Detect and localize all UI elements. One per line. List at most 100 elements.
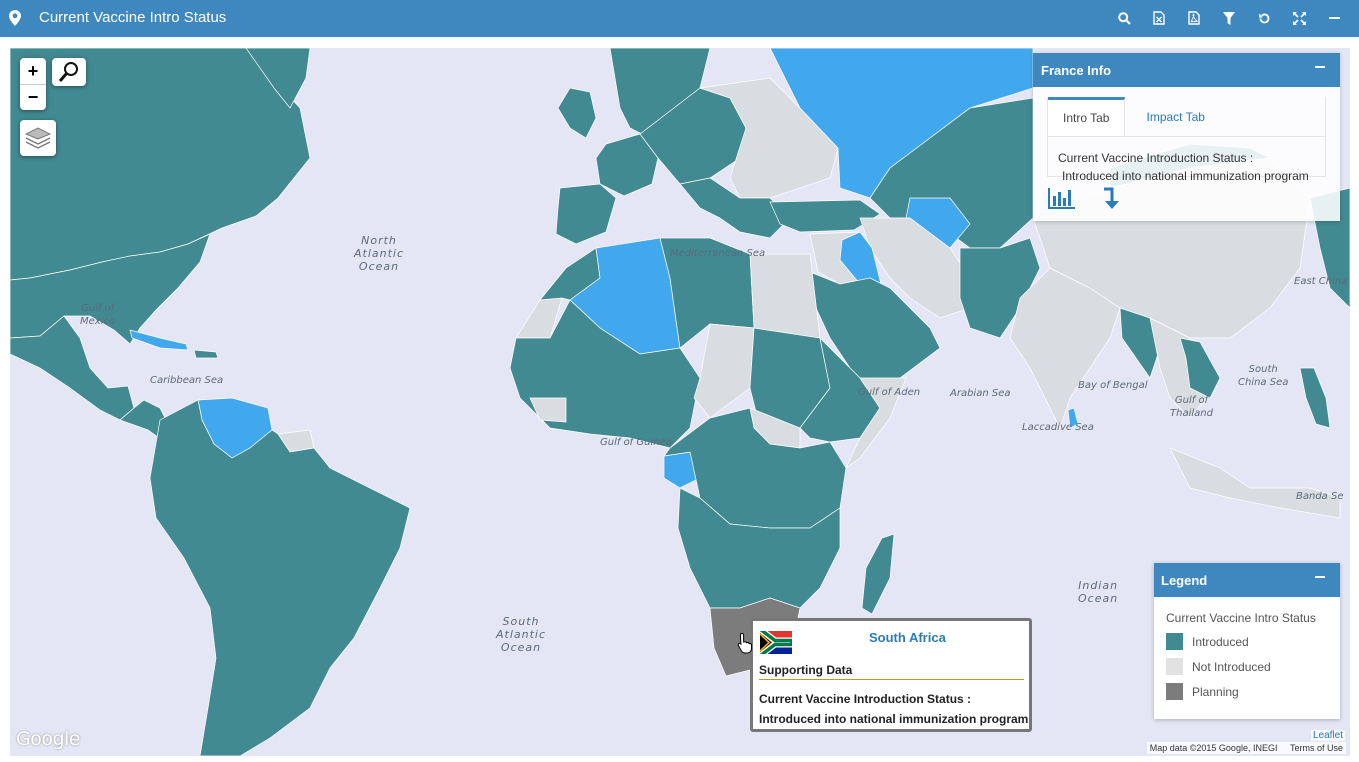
reset-icon	[1258, 13, 1269, 23]
country-greenland[interactable]	[245, 48, 311, 109]
tab-content: Current Vaccine Introduction Status : In…	[1048, 137, 1325, 185]
country-iran[interactable]	[859, 217, 971, 319]
country-sri-lanka[interactable]	[1067, 407, 1079, 429]
country-iberia[interactable]	[555, 183, 617, 245]
sea-label-gulf-aden: Gulf of Aden	[858, 387, 921, 398]
country-central-africa[interactable]	[663, 407, 847, 529]
fullscreen-button[interactable]	[1290, 8, 1308, 28]
country-egypt[interactable]	[749, 253, 821, 339]
country-italy-balkans[interactable]	[679, 177, 791, 239]
layers-icon	[25, 127, 51, 149]
map-pin-icon	[9, 10, 21, 26]
sea-label-bengal: Bay of Bengal	[1078, 380, 1148, 391]
legend-panel: Legend Current Vaccine Intro Status Intr…	[1154, 563, 1340, 719]
info-panel-actions	[1047, 186, 1131, 210]
excel-export-button[interactable]	[1150, 8, 1168, 28]
search-button[interactable]	[1115, 8, 1133, 28]
legend-collapse-button[interactable]	[1314, 569, 1328, 583]
map-attribution: Map data ©2015 Google, INEGI Terms of Us…	[1146, 742, 1346, 754]
ocean-label-north-atlantic: North Atlantic Ocean	[354, 234, 405, 273]
minimize-button[interactable]	[1325, 8, 1343, 28]
tab-intro[interactable]: Intro Tab	[1048, 97, 1126, 136]
status-value: Introduced into national immunization pr…	[1062, 169, 1309, 183]
country-eastern-europe[interactable]	[699, 77, 839, 199]
legend-item: Planning	[1166, 683, 1340, 700]
popup-status-label: Current Vaccine Introduction Status :	[759, 692, 972, 706]
legend-item: Not Introduced	[1166, 658, 1340, 675]
sea-label-banda: Banda Se	[1296, 491, 1344, 502]
header-toolbar	[1115, 8, 1343, 28]
info-panel-header: France Info	[1033, 53, 1340, 87]
country-popup: South Africa Supporting Data Current Vac…	[750, 618, 1032, 732]
country-south-america[interactable]	[149, 399, 411, 756]
legend-label: Not Introduced	[1192, 659, 1271, 674]
country-cuba[interactable]	[129, 329, 189, 351]
country-turkey[interactable]	[769, 199, 881, 233]
arrow-down-icon	[1104, 187, 1119, 209]
app-header: Current Vaccine Intro Status	[0, 0, 1359, 37]
country-caribbean[interactable]	[193, 349, 219, 359]
search-icon	[1117, 11, 1131, 25]
chart-button[interactable]	[1047, 186, 1077, 210]
country-somalia[interactable]	[845, 377, 907, 470]
sea-label-thailand: Gulf of Thailand	[1170, 395, 1213, 419]
legend-label: Introduced	[1192, 634, 1249, 649]
legend-item: Introduced	[1166, 633, 1340, 650]
south-africa-flag-icon	[760, 631, 792, 654]
country-malaysia-indonesia[interactable]	[1169, 447, 1341, 519]
zoom-in-button[interactable]: +	[27, 60, 39, 81]
country-uk[interactable]	[557, 87, 597, 139]
map-data-attribution: Map data ©2015 Google, INEGI	[1149, 743, 1278, 753]
pdf-export-button[interactable]	[1185, 8, 1203, 28]
popup-country-name: South Africa	[869, 630, 946, 645]
magnifier-icon	[58, 62, 78, 82]
sea-label-south-china: South China Sea	[1238, 364, 1289, 388]
map-search-button[interactable]	[52, 58, 86, 86]
reset-button[interactable]	[1255, 8, 1273, 28]
filter-button[interactable]	[1220, 8, 1238, 28]
country-mexico[interactable]	[10, 315, 135, 421]
google-logo: Google	[16, 728, 81, 750]
layers-button[interactable]	[20, 120, 56, 156]
tab-bar: Intro Tab Impact Tab	[1048, 97, 1325, 137]
country-madagascar[interactable]	[861, 533, 895, 615]
status-label: Current Vaccine Introduction Status :	[1058, 151, 1254, 165]
sea-label-east-china: East China	[1294, 276, 1348, 287]
leaflet-link[interactable]: Leaflet	[1310, 730, 1345, 741]
sea-label-mediterranean: Mediterranean Sea	[670, 248, 766, 259]
country-philippines[interactable]	[1299, 367, 1331, 429]
info-tabs: Intro Tab Impact Tab Current Vaccine Int…	[1047, 97, 1326, 183]
excel-export-icon	[1153, 11, 1165, 25]
zoom-control: + −	[20, 58, 46, 110]
page-title: Current Vaccine Intro Status	[39, 9, 227, 26]
sea-label-laccadive: Laccadive Sea	[1022, 422, 1094, 433]
popup-status-value: Introduced into national immunization pr…	[759, 712, 1029, 726]
legend-header: Legend	[1154, 563, 1340, 597]
sea-label-gulf-mexico: Gulf of Mexico	[80, 303, 116, 327]
zoom-out-button[interactable]: −	[20, 84, 46, 110]
drill-down-button[interactable]	[1101, 186, 1131, 210]
country-info-panel: France Info Intro Tab Impact Tab Current…	[1033, 53, 1340, 221]
info-panel-title: France Info	[1041, 62, 1112, 78]
popup-section-title: Supporting Data	[759, 663, 1024, 680]
tab-impact[interactable]: Impact Tab	[1146, 109, 1205, 124]
world-map[interactable]: North Atlantic Ocean South Atlantic Ocea…	[10, 48, 1350, 756]
country-chad[interactable]	[693, 323, 755, 419]
country-sierra-leone-region[interactable]	[529, 397, 567, 423]
country-southern-africa[interactable]	[677, 487, 841, 609]
terms-of-use-link[interactable]: Terms of Use	[1289, 743, 1343, 753]
country-saudi-arabia[interactable]	[809, 271, 941, 389]
minimize-icon	[1328, 17, 1340, 19]
legend-swatch-introduced	[1166, 633, 1183, 650]
legend-label: Planning	[1192, 684, 1239, 699]
filter-icon	[1223, 11, 1235, 25]
bar-chart-icon	[1048, 188, 1075, 209]
ocean-label-south-atlantic: South Atlantic Ocean	[496, 615, 547, 654]
legend-subtitle: Current Vaccine Intro Status	[1166, 611, 1316, 625]
ocean-label-indian: Indian Ocean	[1078, 579, 1119, 605]
country-vietnam[interactable]	[1179, 337, 1221, 399]
info-panel-collapse-button[interactable]	[1314, 59, 1328, 73]
pdf-export-icon	[1188, 11, 1200, 25]
legend-swatch-planning	[1166, 683, 1183, 700]
sea-label-arabian: Arabian Sea	[950, 388, 1011, 399]
